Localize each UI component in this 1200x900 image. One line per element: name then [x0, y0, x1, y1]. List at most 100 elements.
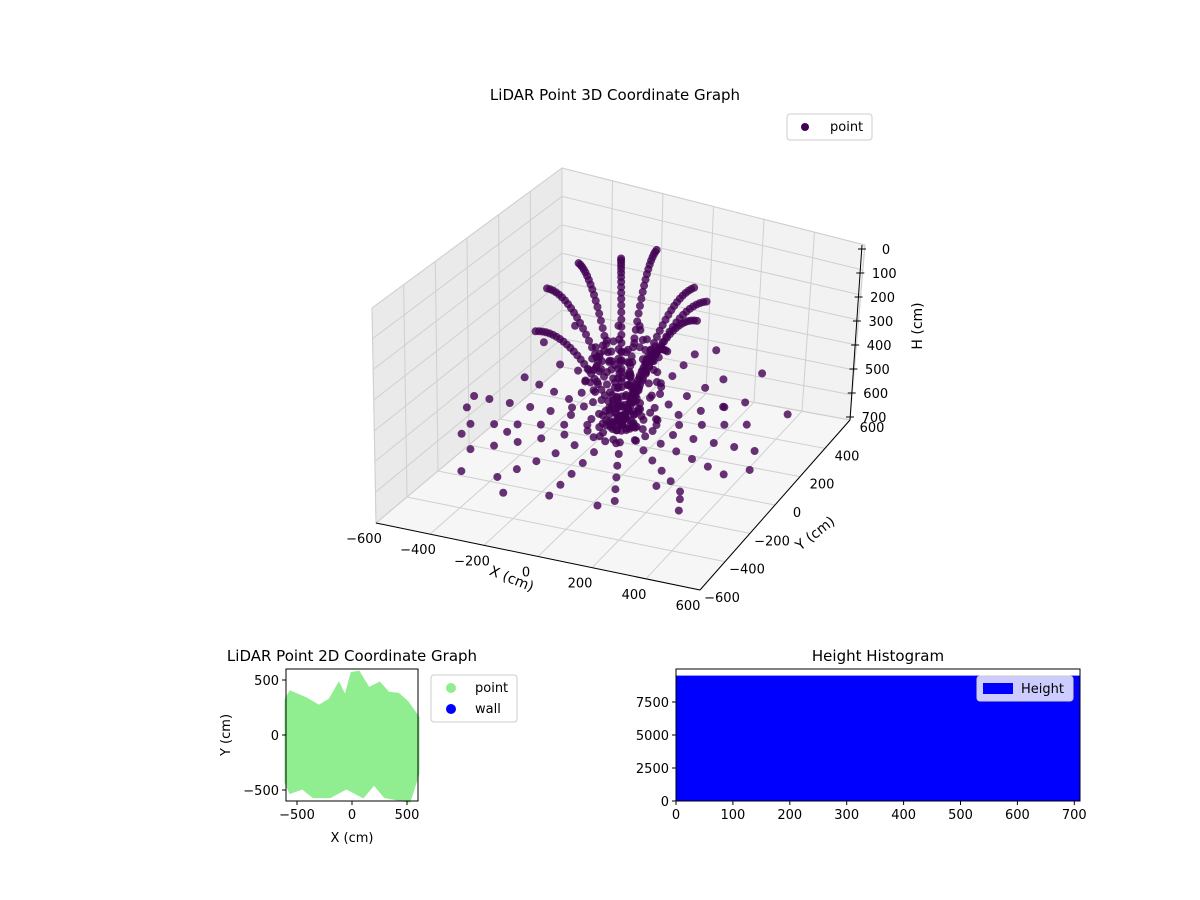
data-point-3d-arm: [692, 316, 701, 325]
data-point-3d-scattered: [745, 465, 754, 474]
data-point-3d-core: [656, 390, 665, 399]
data-point-3d-ground: [505, 399, 514, 407]
data-point-3d-arm: [627, 352, 636, 361]
data-point-3d-core: [591, 343, 600, 352]
x-tick-label-2d: −500: [279, 808, 315, 823]
data-point-3d-core: [613, 426, 622, 435]
data-point-3d-ground: [583, 426, 592, 435]
x-tick-label-histogram: 200: [777, 808, 802, 823]
data-point-3d-ground: [697, 420, 706, 429]
y-tick-label-3d: −200: [754, 534, 790, 549]
data-point-3d-ground: [719, 375, 728, 384]
grid-3d: [371, 167, 866, 591]
data-point-3d-arm: [617, 308, 626, 317]
data-point-3d-arm: [585, 336, 594, 345]
data-point-3d-core: [621, 348, 630, 357]
data-point-3d-ground: [601, 437, 610, 446]
data-point-3d-core: [649, 366, 658, 375]
x-tick-label-3d: 200: [568, 577, 593, 592]
grid-line-3d-wall-left: [403, 284, 408, 498]
data-point-3d-ground: [688, 455, 697, 464]
data-point-3d-core: [641, 367, 650, 376]
data-point-3d-ground: [611, 485, 620, 494]
data-point-3d-core: [629, 410, 638, 419]
chart-3d-title: LiDAR Point 3D Coordinate Graph: [490, 86, 740, 104]
data-point-3d-core: [592, 353, 601, 362]
data-point-3d-core: [651, 342, 660, 351]
data-point-3d-ground: [676, 487, 685, 496]
data-point-3d-ground: [672, 447, 681, 456]
data-point-3d-ground: [674, 410, 683, 419]
data-point-3d-core: [614, 321, 623, 330]
data-point-3d-ground: [669, 431, 677, 439]
data-point-3d-ground: [532, 457, 541, 466]
data-point-3d-ground: [589, 433, 598, 442]
data-point-3d-ground: [668, 372, 677, 381]
data-point-3d-core: [644, 379, 653, 388]
data-point-3d-ground: [701, 383, 710, 392]
x-axis-line-3d: [375, 522, 701, 591]
grid-line-3d-wall-right: [753, 219, 765, 403]
y-tick-label-2d: 0: [271, 729, 279, 744]
data-point-3d-scattered: [674, 506, 683, 515]
data-point-3d-core: [653, 416, 662, 425]
data-point-3d-ground: [536, 420, 545, 429]
data-point-3d-ground: [570, 441, 579, 450]
data-point-3d-core: [647, 391, 656, 400]
data-point-3d-core: [652, 377, 661, 386]
z-axis-line-3d: [849, 244, 863, 421]
data-point-3d-arm: [617, 301, 626, 310]
data-point-3d-arm: [617, 254, 626, 263]
z-tick-label-3d: 0: [882, 243, 890, 258]
y-tick-label-histogram: 0: [661, 795, 669, 810]
x-tick-label-histogram: 600: [1005, 808, 1030, 823]
data-point-3d-core: [612, 439, 621, 448]
data-point-3d-core: [632, 422, 641, 431]
x-tick-label-3d: 0: [522, 566, 530, 581]
data-point-3d-ground: [648, 427, 657, 435]
y-tick-label-3d: 400: [835, 449, 860, 464]
grid-line-3d-wall-left: [529, 191, 532, 394]
x-tick-label-3d: −200: [454, 554, 490, 569]
data-point-3d-arm: [617, 288, 626, 297]
y-tick-label-3d: 0: [793, 506, 801, 521]
legend-2d-marker-wall: [446, 704, 456, 714]
x-tick-label-histogram: 400: [891, 808, 916, 823]
data-point-3d-ground: [641, 432, 650, 441]
x-tick-label-histogram: 100: [720, 808, 745, 823]
data-point-3d-ground: [567, 411, 575, 419]
data-point-3d-core: [637, 412, 646, 421]
grid-line-3d-wall-right: [801, 232, 815, 412]
data-point-3d-arm: [617, 315, 626, 324]
y-tick-label-2d: −500: [243, 784, 279, 799]
data-point-3d-ground: [583, 420, 592, 429]
data-point-3d-ground: [545, 491, 554, 500]
data-point-3d-arm: [595, 309, 604, 318]
data-point-3d-arm: [630, 334, 639, 343]
data-point-3d-arm: [638, 287, 647, 296]
x-tick-label-2d: 500: [395, 808, 420, 823]
legend-2d: point wall: [430, 674, 518, 723]
data-point-3d-core: [602, 368, 611, 377]
legend-histogram-label: Height: [1021, 682, 1064, 697]
data-point-3d-core: [650, 403, 659, 412]
data-point-3d-arm: [637, 294, 646, 303]
data-point-3d-scattered: [712, 346, 721, 355]
x-tick-label-histogram: 700: [1062, 808, 1087, 823]
data-point-3d-ground: [513, 437, 522, 446]
grid-line-3d-z: [374, 309, 855, 462]
data-point-3d-ground: [578, 459, 587, 468]
data-point-3d-ground: [520, 373, 529, 382]
data-point-3d-arm: [531, 327, 540, 336]
data-point-3d-scattered: [783, 410, 792, 419]
data-point-3d-arm: [574, 259, 583, 268]
data-point-3d-core: [636, 405, 645, 414]
data-point-3d-ground: [560, 420, 569, 429]
data-point-3d-arm: [690, 283, 699, 292]
data-point-3d-ground: [614, 449, 623, 458]
data-point-3d-core: [600, 346, 609, 355]
x-tick-label-3d: −600: [346, 532, 382, 547]
data-point-3d-ground: [493, 472, 502, 481]
data-point-3d-ground: [709, 439, 718, 447]
